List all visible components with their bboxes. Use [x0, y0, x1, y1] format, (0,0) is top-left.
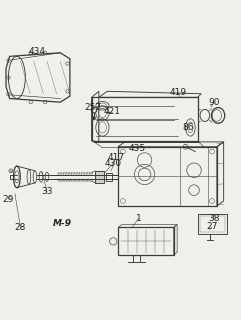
Text: 86: 86: [182, 123, 194, 132]
Text: 417: 417: [107, 153, 124, 162]
Circle shape: [92, 116, 96, 120]
Text: 27: 27: [206, 222, 217, 231]
Text: 257: 257: [84, 103, 101, 112]
Text: 434: 434: [29, 47, 46, 56]
Text: 28: 28: [15, 223, 26, 232]
Text: 435: 435: [129, 144, 146, 153]
Text: 421: 421: [104, 107, 120, 116]
Text: 38: 38: [209, 214, 220, 223]
Text: 90: 90: [209, 98, 220, 107]
Text: 33: 33: [41, 187, 53, 196]
Text: M-9: M-9: [53, 219, 72, 228]
Text: 419: 419: [170, 88, 187, 97]
Text: 1: 1: [136, 214, 141, 223]
Text: 29: 29: [3, 195, 14, 204]
Text: 430: 430: [104, 159, 121, 168]
